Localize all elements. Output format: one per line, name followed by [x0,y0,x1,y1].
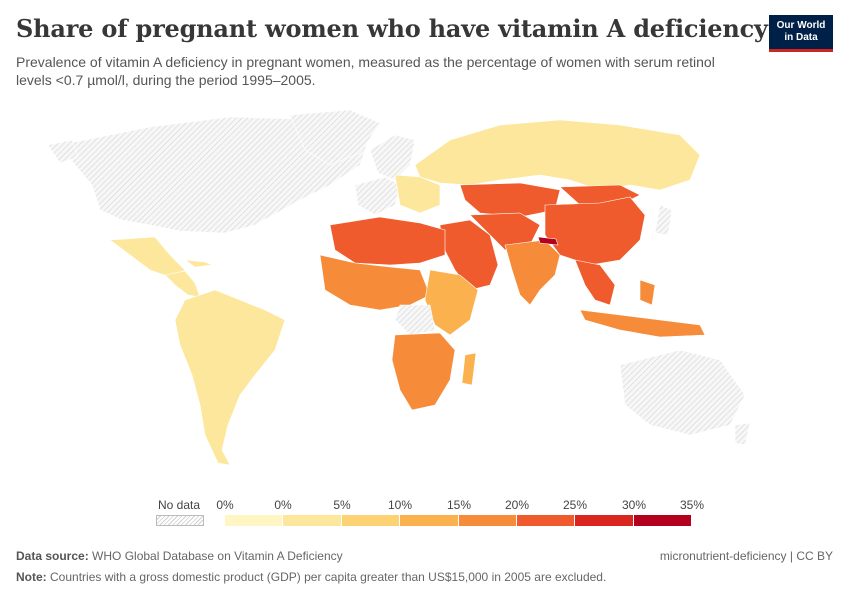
legend-bin-4[interactable] [458,515,517,526]
region-australia[interactable] [619,349,746,436]
region-south-america[interactable] [174,289,286,466]
chart-subtitle: Prevalence of vitamin A deficiency in pr… [16,54,715,88]
note-text: Countries with a gross domestic product … [50,570,607,584]
chart-title: Share of pregnant women who have vitamin… [16,14,768,43]
region-central-america[interactable] [164,270,201,298]
region-greenland[interactable] [289,109,381,166]
legend-tick-5: 20% [504,498,530,512]
world-map[interactable] [0,105,850,495]
legend-no-data-label: No data [158,498,201,512]
region-indonesia[interactable] [579,309,706,338]
region-india[interactable] [504,239,561,306]
legend-bin-2[interactable] [341,515,401,526]
region-alaska[interactable] [47,139,79,164]
legend-tick-8: 35% [679,498,705,512]
legend-bin-0[interactable] [225,515,284,526]
region-caribbean[interactable] [183,259,214,268]
legend-tick-2: 5% [333,498,351,512]
region-philippines[interactable] [639,279,656,306]
map-legend: No data 0% 0% 5% 10% 15% 20% 25% 30% 35% [0,498,850,538]
region-west-africa[interactable] [319,254,431,311]
data-source-label: Data source: [16,549,89,563]
data-source-text[interactable]: WHO Global Database on Vitamin A Deficie… [92,549,343,563]
legend-bin-5[interactable] [516,515,576,526]
legend-bin-1[interactable] [283,515,342,526]
legend-tick-1: 0% [274,498,292,512]
region-central-asia[interactable] [459,182,561,218]
chart-note: Note: Countries with a gross domestic pr… [16,570,606,584]
region-russia[interactable] [414,119,701,191]
legend-tick-0: 0% [216,498,234,512]
region-new-zealand[interactable] [734,422,751,446]
region-madagascar[interactable] [461,352,477,386]
logo-line-1: Our World [776,20,826,31]
legend-tick-4: 15% [446,498,472,512]
region-mexico[interactable] [109,236,186,278]
region-japan[interactable] [654,204,673,236]
legend-no-data-swatch[interactable] [156,515,204,526]
legend-bin-7[interactable] [633,515,693,526]
region-middle-east[interactable] [439,219,499,291]
logo-line-2: in Data [784,32,818,43]
region-eastern-europe[interactable] [394,174,441,214]
legend-tick-6: 25% [562,498,588,512]
region-western-europe[interactable] [354,176,401,216]
legend-bin-6[interactable] [575,515,634,526]
note-label: Note: [16,570,47,584]
region-china[interactable] [544,196,646,266]
region-northern-europe[interactable] [369,134,416,181]
region-east-africa[interactable] [424,269,479,336]
license-text[interactable]: micronutrient-deficiency | CC BY [659,549,833,563]
region-nepal[interactable] [537,236,559,246]
region-southern-africa[interactable] [391,332,456,411]
owid-logo[interactable]: Our World in Data [769,15,833,52]
legend-color-bins [225,515,693,526]
region-southeast-asia[interactable] [574,259,616,306]
region-central-africa[interactable] [394,304,436,336]
region-north-africa[interactable] [329,216,446,266]
data-source: Data source: WHO Global Database on Vita… [16,549,343,563]
legend-tick-7: 30% [621,498,647,512]
legend-tick-3: 10% [387,498,413,512]
legend-bin-3[interactable] [400,515,459,526]
